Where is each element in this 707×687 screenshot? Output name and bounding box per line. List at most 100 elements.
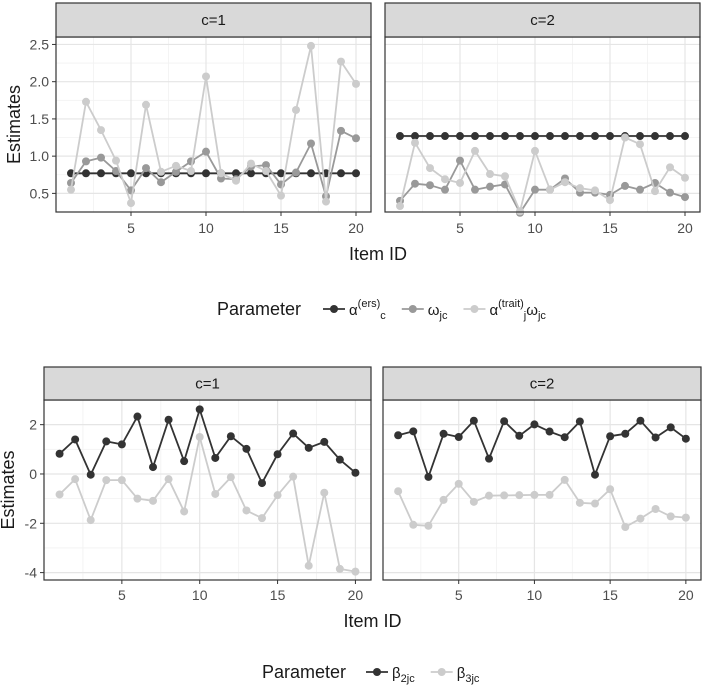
data-point-beta_2jc [454, 432, 463, 441]
facet-strip [55, 2, 372, 38]
legend-key-point [408, 305, 417, 313]
data-point-beta_3jc [651, 504, 660, 513]
x-tick-label: 10 [192, 587, 208, 603]
data-point-alpha_j_trait_omega_jc [396, 202, 404, 211]
data-point-alpha_j_trait_omega_jc [411, 138, 419, 147]
data-point-beta_3jc [180, 507, 189, 516]
data-point-alpha_j_trait_omega_jc [322, 197, 330, 206]
data-point-beta_2jc [335, 455, 344, 464]
data-point-omega_jc [666, 188, 674, 197]
data-point-omega_jc [352, 134, 360, 143]
data-point-alpha_j_trait_omega_jc [501, 172, 509, 181]
data-point-beta_2jc [530, 420, 539, 429]
facet-strip-label: c=2 [530, 376, 555, 393]
data-point-omega_jc [157, 178, 165, 187]
x-tick-label: 15 [602, 587, 618, 603]
data-point-alpha_c_ers [441, 132, 449, 141]
data-point-beta_2jc [651, 433, 660, 442]
data-point-alpha_j_trait_omega_jc [82, 97, 90, 106]
x-tick-label: 20 [348, 220, 364, 236]
data-point-beta_2jc [351, 468, 360, 477]
data-point-beta_2jc [289, 429, 298, 438]
facet-strip [384, 2, 701, 38]
data-point-beta_2jc [211, 453, 220, 462]
x-tick-label: 20 [677, 220, 693, 236]
legend-label-part: ω [428, 302, 440, 319]
data-point-omega_jc [97, 153, 105, 162]
data-point-beta_3jc [485, 491, 493, 500]
data-point-beta_2jc [164, 415, 173, 424]
data-point-beta_2jc [666, 423, 675, 432]
legend-label-part: jc [537, 310, 546, 322]
data-point-beta_3jc [469, 497, 478, 506]
data-point-omega_jc [681, 193, 689, 202]
legend: Parameter β2jc β3jc [262, 662, 480, 685]
data-point-alpha_c_ers [561, 132, 569, 141]
data-point-beta_3jc [289, 472, 298, 481]
x-tick-label: 5 [118, 587, 126, 603]
legend-label-part: j [523, 310, 526, 322]
y-tick-label: 0 [29, 466, 37, 482]
data-point-alpha_j_trait_omega_jc [471, 146, 479, 155]
data-point-beta_2jc [409, 427, 418, 436]
data-point-beta_2jc [195, 405, 204, 414]
data-point-beta_2jc [71, 435, 80, 444]
data-point-omega_jc [337, 126, 345, 135]
legend-label-part: c [380, 310, 386, 322]
data-point-alpha_c_ers [426, 132, 434, 141]
data-point-beta_2jc [180, 457, 189, 466]
data-point-beta_3jc [304, 561, 313, 570]
y-tick-label: -4 [25, 565, 38, 581]
data-point-beta_3jc [273, 491, 282, 500]
data-point-beta_3jc [211, 489, 220, 498]
data-point-beta_2jc [117, 440, 126, 449]
data-point-omega_jc [142, 164, 150, 173]
data-point-beta_3jc [242, 506, 251, 515]
data-point-alpha_j_trait_omega_jc [456, 178, 464, 187]
legend-label-part: ω [526, 302, 538, 319]
data-point-alpha_c_ers [277, 169, 285, 178]
legend-label-part: β [392, 665, 401, 682]
data-point-alpha_c_ers [606, 132, 614, 141]
chart-2: c=1 5 10 15 20 -4 -2 0 2 c=2 5 10 15 20 Item ID Estimat… [0, 366, 702, 685]
data-point-beta_3jc [591, 499, 599, 508]
x-tick-label: 10 [198, 220, 214, 236]
data-point-beta_3jc [454, 479, 463, 488]
chart-1: c=1 5 10 15 20 0.5 1.0 1.5 2.0 2.5 c=2 5 10 15 20 Item … [4, 2, 701, 322]
data-point-alpha_c_ers [501, 132, 509, 141]
data-point-beta_3jc [133, 494, 142, 503]
data-point-alpha_c_ers [591, 132, 599, 141]
legend-label: β3jc [457, 665, 480, 685]
data-point-alpha_j_trait_omega_jc [232, 176, 240, 185]
legend-key-point [470, 305, 479, 313]
facet-panel: c=2 5 10 15 20 [384, 2, 701, 236]
data-point-beta_2jc [424, 472, 433, 481]
data-point-alpha_j_trait_omega_jc [636, 140, 644, 149]
data-point-beta_2jc [560, 433, 569, 442]
data-point-alpha_c_ers [202, 169, 210, 178]
data-point-beta_3jc [545, 490, 554, 499]
x-tick-label: 5 [455, 587, 463, 603]
data-point-beta_3jc [102, 476, 111, 485]
x-axis-title: Item ID [349, 244, 407, 264]
data-point-omega_jc [202, 147, 210, 156]
data-point-beta_2jc [304, 443, 313, 452]
legend-key-point [373, 668, 381, 676]
data-point-beta_3jc [117, 476, 126, 485]
data-point-beta_3jc [424, 521, 433, 530]
legend-key-point [437, 668, 446, 676]
data-point-beta_2jc [242, 444, 251, 453]
data-point-omega_jc [471, 185, 479, 194]
data-point-alpha_j_trait_omega_jc [292, 105, 300, 114]
data-point-alpha_j_trait_omega_jc [67, 185, 75, 194]
data-point-omega_jc [307, 139, 315, 148]
facet-panel: c=2 5 10 15 20 [382, 366, 702, 603]
facet-panel: c=1 5 10 15 20 0.5 1.0 1.5 2.0 2.5 [30, 2, 372, 236]
data-point-alpha_c_ers [352, 169, 360, 178]
data-point-beta_3jc [394, 487, 403, 496]
x-tick-label: 5 [127, 220, 135, 236]
data-point-alpha_j_trait_omega_jc [621, 133, 629, 142]
data-point-beta_3jc [666, 512, 675, 521]
data-point-beta_2jc [681, 434, 690, 443]
